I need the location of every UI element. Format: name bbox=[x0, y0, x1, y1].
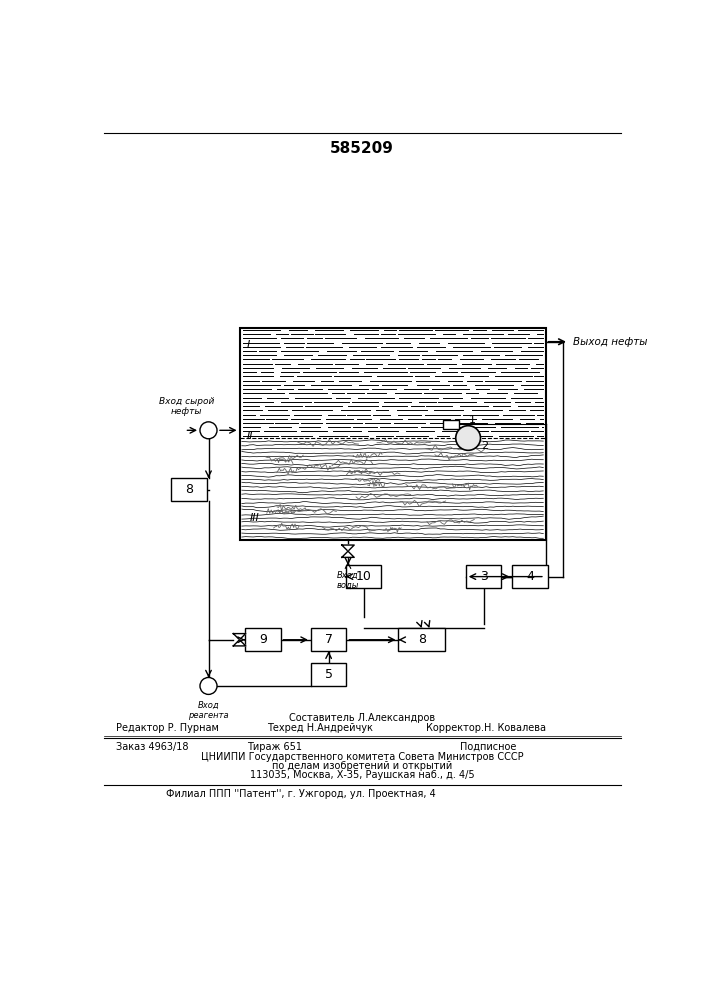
Circle shape bbox=[200, 422, 217, 439]
Bar bbox=[466, 565, 501, 588]
Polygon shape bbox=[341, 551, 354, 557]
Text: Составитель Л.Александров: Составитель Л.Александров bbox=[289, 713, 435, 723]
Text: 10: 10 bbox=[356, 570, 371, 583]
Text: Подписное: Подписное bbox=[460, 742, 517, 752]
Text: Вход сырой
нефты: Вход сырой нефты bbox=[159, 397, 214, 416]
Bar bbox=[171, 478, 207, 501]
Text: 4: 4 bbox=[526, 570, 534, 583]
Text: 7: 7 bbox=[325, 633, 332, 646]
Text: Выход нефты: Выход нефты bbox=[573, 337, 647, 347]
Text: 113035, Москва, Х-35, Раушская наб., д. 4/5: 113035, Москва, Х-35, Раушская наб., д. … bbox=[250, 770, 474, 780]
Text: 8: 8 bbox=[185, 483, 193, 496]
Bar bbox=[443, 420, 459, 429]
Text: по делам изобретений и открытий: по делам изобретений и открытий bbox=[271, 761, 452, 771]
Bar bbox=[346, 565, 381, 588]
Polygon shape bbox=[341, 545, 354, 551]
Circle shape bbox=[200, 677, 217, 694]
Text: 3: 3 bbox=[479, 570, 488, 583]
Text: 2: 2 bbox=[481, 441, 489, 451]
Text: Редактор Р. Пурнам: Редактор Р. Пурнам bbox=[115, 723, 218, 733]
Text: II: II bbox=[247, 431, 254, 441]
Bar bbox=[398, 628, 445, 651]
Text: Заказ 4963/18: Заказ 4963/18 bbox=[115, 742, 188, 752]
Text: III: III bbox=[250, 513, 260, 523]
Text: 585209: 585209 bbox=[330, 141, 394, 156]
Text: 9: 9 bbox=[259, 633, 267, 646]
Text: Тираж 651: Тираж 651 bbox=[247, 742, 302, 752]
Bar bbox=[245, 628, 281, 651]
Text: 1: 1 bbox=[469, 415, 477, 425]
Text: Корректор.Н. Ковалева: Корректор.Н. Ковалева bbox=[426, 723, 546, 733]
Circle shape bbox=[456, 426, 481, 450]
Bar bbox=[513, 565, 548, 588]
Text: Вход
воды: Вход воды bbox=[337, 570, 359, 590]
Text: I: I bbox=[247, 340, 250, 350]
Polygon shape bbox=[233, 634, 246, 640]
Text: 8: 8 bbox=[418, 633, 426, 646]
Polygon shape bbox=[233, 640, 246, 646]
Bar bbox=[311, 628, 346, 651]
Text: Вход
реагента: Вход реагента bbox=[188, 701, 229, 720]
Text: Техред Н.Андрейчук: Техред Н.Андрейчук bbox=[267, 723, 373, 733]
Bar bbox=[311, 663, 346, 686]
Text: ЦНИИПИ Государственного комитета Совета Министров СССР: ЦНИИПИ Государственного комитета Совета … bbox=[201, 752, 523, 762]
Text: 5: 5 bbox=[325, 668, 332, 681]
Bar bbox=[240, 328, 546, 540]
Text: Филиал ППП ''Патент'', г. Ужгород, ул. Проектная, 4: Филиал ППП ''Патент'', г. Ужгород, ул. П… bbox=[166, 789, 436, 799]
